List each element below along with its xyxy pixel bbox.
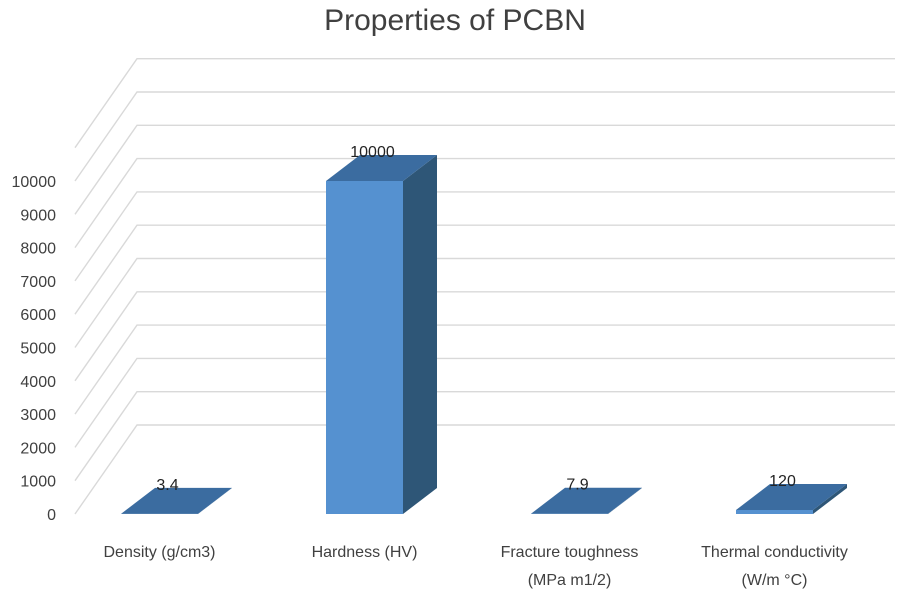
gridline — [74, 191, 895, 282]
gridline — [74, 124, 895, 215]
data-label: 3.4 — [156, 477, 178, 494]
gridline — [74, 91, 895, 182]
bar-side-face — [198, 487, 232, 514]
y-tick-label: 2000 — [20, 440, 56, 457]
gridline — [74, 357, 895, 448]
gridline — [74, 257, 895, 348]
gridline — [74, 291, 895, 382]
gridline — [74, 324, 895, 415]
category-label: Hardness (HV) — [312, 544, 418, 561]
bar-front-face — [326, 181, 403, 514]
gridlines — [74, 58, 895, 515]
y-tick-label: 10000 — [12, 174, 57, 191]
gridline — [74, 224, 895, 315]
y-tick-label: 3000 — [20, 407, 56, 424]
bar-top-face — [531, 487, 642, 514]
y-tick-label: 6000 — [20, 307, 56, 324]
bar-front-face — [736, 510, 813, 514]
gridline — [74, 157, 895, 249]
bar-side-face — [813, 484, 847, 514]
data-label: 120 — [769, 473, 796, 490]
bars — [121, 155, 847, 514]
y-tick-label: 7000 — [20, 274, 56, 291]
data-label: 7.9 — [566, 477, 588, 494]
category-label: Density (g/cm3) — [103, 544, 215, 561]
y-tick-label: 4000 — [20, 374, 56, 391]
category-label: Fracture toughness (MPa m1/2) — [501, 544, 639, 589]
y-tick-label: 1000 — [20, 474, 56, 491]
bar-top-face — [121, 487, 232, 514]
y-tick-label: 8000 — [20, 241, 56, 258]
bar — [121, 487, 232, 514]
category-labels: Density (g/cm3) Hardness (HV) Fracture tou… — [103, 544, 847, 589]
bar — [326, 155, 437, 514]
bar — [531, 487, 642, 514]
bar-side-face — [403, 155, 437, 514]
data-labels: 3.4 10000 7.9 120 — [156, 144, 796, 494]
y-tick-label: 5000 — [20, 341, 56, 358]
bar-top-face — [326, 155, 437, 181]
bar-top-face — [736, 484, 847, 511]
gridline — [74, 58, 895, 149]
bar-side-face — [608, 487, 642, 514]
y-tick-label: 9000 — [20, 207, 56, 224]
y-axis-ticks: 0 1000 2000 3000 4000 5000 6000 7000 8000 9000 100… — [12, 174, 57, 524]
gridline — [74, 391, 895, 482]
gridline — [74, 424, 895, 515]
data-label: 10000 — [350, 144, 395, 161]
chart-title: Properties of PCBN — [324, 4, 586, 37]
bar — [736, 484, 847, 514]
category-label: Thermal conductivity (W/m °C) — [701, 544, 848, 589]
y-tick-label: 0 — [47, 507, 56, 524]
